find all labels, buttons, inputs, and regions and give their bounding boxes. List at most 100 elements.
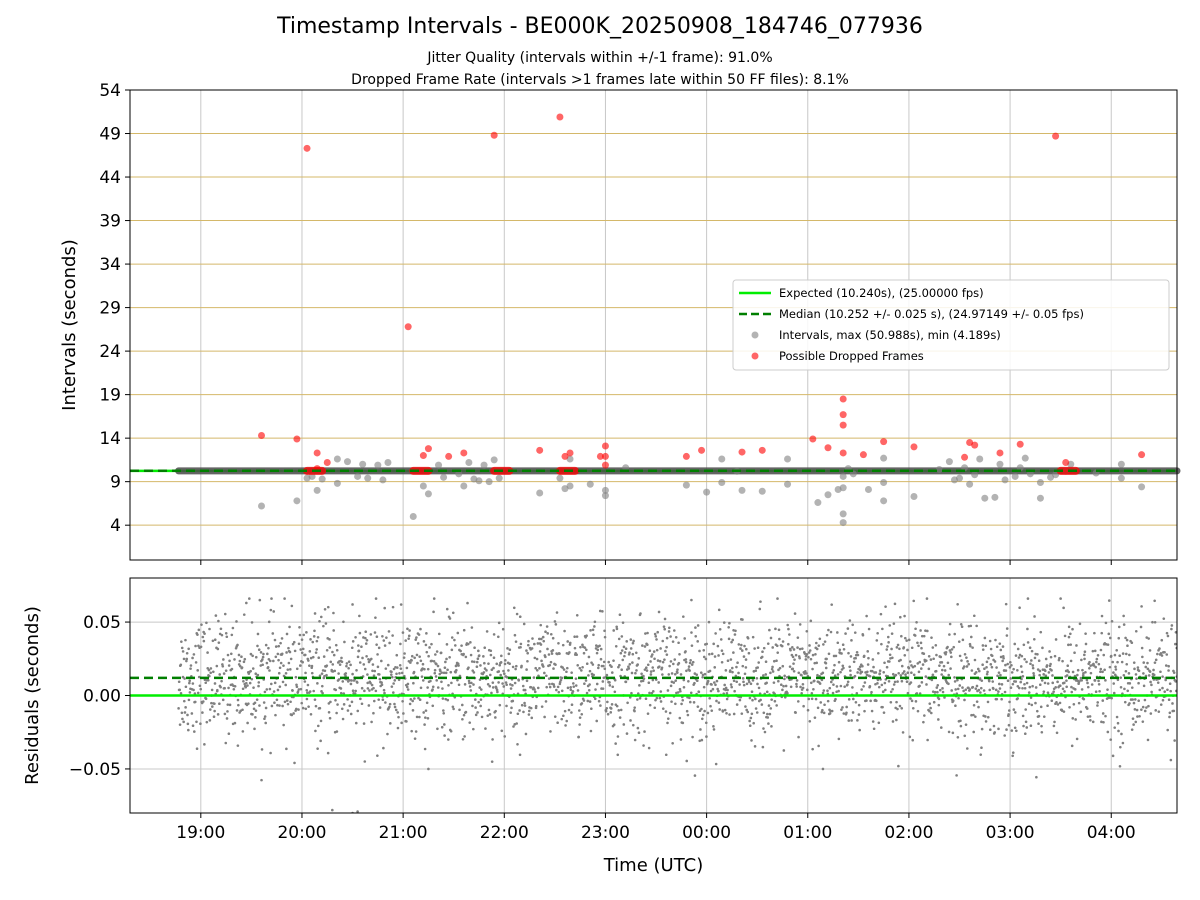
- residual-point: [805, 653, 809, 656]
- residual-point: [1167, 669, 1170, 672]
- residual-point: [470, 660, 474, 663]
- residual-point: [1037, 722, 1040, 725]
- residual-point: [210, 701, 213, 705]
- residual-point: [1172, 709, 1176, 713]
- dropped-frame-point: [961, 453, 969, 461]
- residual-point: [629, 638, 633, 641]
- residual-point: [193, 700, 197, 704]
- residual-point: [199, 645, 203, 649]
- residual-point: [811, 747, 814, 751]
- residual-point: [293, 761, 296, 765]
- dropped-frame-point: [839, 395, 847, 403]
- dropped-frame-point: [758, 446, 766, 454]
- residual-point: [1075, 737, 1079, 741]
- residual-point: [861, 633, 865, 637]
- dropped-frame-point: [1052, 132, 1060, 140]
- residual-point: [566, 640, 570, 643]
- residual-point: [1013, 642, 1017, 646]
- residual-point: [1047, 671, 1051, 674]
- residual-point: [818, 682, 822, 685]
- residual-point: [270, 704, 274, 708]
- residual-point: [791, 667, 795, 671]
- residual-point: [935, 686, 939, 689]
- residual-point: [651, 666, 655, 669]
- residual-point: [394, 708, 398, 712]
- residual-point: [816, 673, 819, 677]
- residual-point: [1031, 664, 1035, 667]
- residual-point: [406, 688, 410, 691]
- residual-point: [672, 681, 676, 684]
- interval-point: [293, 497, 301, 505]
- residual-point: [1071, 627, 1074, 631]
- residual-point: [209, 708, 212, 711]
- residual-point: [765, 681, 768, 685]
- residual-point: [975, 684, 979, 688]
- residual-point: [749, 716, 753, 720]
- residual-point: [1142, 684, 1146, 688]
- residual-point: [858, 665, 862, 669]
- residual-point: [933, 690, 937, 694]
- legend-dropped-swatch: [751, 352, 759, 360]
- residual-point: [392, 691, 395, 694]
- residual-point: [549, 660, 553, 664]
- residual-point: [511, 684, 514, 687]
- residual-point: [405, 685, 409, 689]
- residual-point: [775, 644, 779, 648]
- dropped-frame-point: [303, 144, 311, 152]
- residual-point: [292, 712, 295, 715]
- residual-point: [743, 672, 747, 676]
- residual-point: [289, 700, 292, 704]
- residual-point: [185, 651, 189, 655]
- residual-point: [963, 698, 966, 702]
- residual-point: [1151, 620, 1154, 624]
- residual-point: [360, 686, 364, 690]
- residual-point: [479, 688, 483, 691]
- residual-point: [771, 646, 775, 649]
- residual-point: [971, 685, 975, 689]
- residual-point: [1029, 724, 1033, 728]
- residual-point: [397, 715, 400, 719]
- residual-point: [1130, 728, 1134, 731]
- residual-point: [485, 669, 488, 672]
- residual-point: [369, 633, 373, 636]
- residual-point: [446, 668, 449, 672]
- residual-point: [1091, 649, 1095, 653]
- residual-point: [1063, 634, 1067, 638]
- residual-point: [462, 713, 466, 717]
- residual-point: [332, 629, 335, 632]
- residual-point: [926, 629, 929, 633]
- residual-point: [664, 753, 668, 757]
- residual-point: [425, 701, 429, 705]
- legend-entry-label: Possible Dropped Frames: [779, 349, 924, 363]
- residual-point: [702, 685, 706, 689]
- residual-point: [1161, 698, 1165, 702]
- residual-point: [882, 670, 886, 674]
- residual-point: [894, 673, 898, 677]
- residual-point: [794, 711, 797, 714]
- residual-point: [972, 713, 975, 717]
- residual-point: [751, 698, 754, 702]
- residual-point: [714, 632, 717, 635]
- residual-point: [997, 727, 1000, 731]
- residual-point: [347, 666, 350, 670]
- residual-point: [740, 649, 744, 652]
- residual-point: [1008, 666, 1012, 669]
- residual-point: [1032, 637, 1036, 641]
- residual-point: [363, 689, 366, 693]
- residual-point: [494, 716, 497, 719]
- residual-point: [318, 706, 322, 710]
- residual-point: [808, 644, 811, 647]
- residual-point: [461, 717, 464, 721]
- residual-point: [1160, 638, 1164, 642]
- residual-point: [942, 664, 946, 668]
- residual-point: [747, 680, 751, 684]
- residual-point: [728, 621, 731, 625]
- residual-point: [360, 702, 364, 706]
- residual-point: [211, 705, 214, 708]
- residual-point: [1036, 668, 1040, 671]
- residual-point: [225, 635, 229, 639]
- residual-point: [950, 648, 954, 651]
- residual-point: [519, 642, 523, 646]
- residual-point: [495, 688, 499, 692]
- intervals-ylabel: Intervals (seconds): [59, 239, 80, 411]
